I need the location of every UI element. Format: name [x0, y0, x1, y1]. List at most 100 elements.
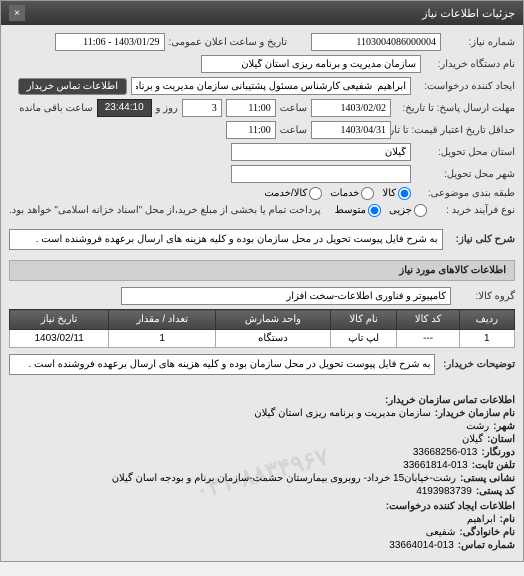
delivery-province-field: [231, 143, 411, 161]
row-category: طبقه بندی موضوعی: کالا خدمات کالا/خدمت: [9, 187, 515, 200]
contact-city: رشت: [466, 421, 489, 432]
contact-province: گیلان: [462, 434, 483, 445]
response-date-field: [311, 99, 391, 117]
contact-org-row: نام سازمان خریدار: سازمان مدیریت و برنام…: [9, 408, 515, 419]
radio-small-label: جزیی: [389, 205, 412, 216]
validity-time-field: [226, 121, 276, 139]
radio-kala[interactable]: کالا: [382, 187, 411, 200]
contact-cphone: 33664014-013: [389, 540, 454, 551]
radio-khadamat-label: خدمات: [330, 188, 359, 199]
row-description: شرح کلی نیاز: به شرح فایل پیوست تحویل در…: [9, 229, 515, 250]
time-remain-label: ساعت باقی مانده: [19, 103, 92, 114]
radio-kala-input[interactable]: [398, 187, 411, 200]
contact-address-label: نشانی پستی:: [460, 473, 515, 484]
buyer-notes-label: توضیحات خریدار:: [439, 359, 515, 370]
radio-medium[interactable]: متوسط: [335, 204, 381, 217]
contact-fax-label: دورنگار:: [481, 447, 515, 458]
radio-small[interactable]: جزیی: [389, 204, 427, 217]
category-radio-group: کالا خدمات کالا/خدمت: [264, 187, 411, 200]
request-num-label: شماره نیاز:: [445, 37, 515, 48]
row-delivery-province: استان محل تحویل:: [9, 143, 515, 161]
goods-group-label: گروه کالا:: [455, 291, 515, 302]
goods-group-field: [121, 287, 451, 305]
th-row: ردیف: [459, 310, 514, 330]
row-response-deadline: مهلت ارسال پاسخ: تا تاریخ: ساعت روز و 23…: [9, 99, 515, 117]
contact-address-row: نشانی پستی: رشت-خیابان15 خرداد- روبروی ب…: [9, 473, 515, 484]
row-creator: ایجاد کننده درخواست: اطلاعات تماس خریدار: [9, 77, 515, 95]
time-remaining-field: 23:44:10: [97, 99, 152, 117]
row-delivery-city: شهر محل تحویل:: [9, 165, 515, 183]
radio-medium-input[interactable]: [368, 204, 381, 217]
panel-body: شماره نیاز: تاریخ و ساعت اعلان عمومی: نا…: [1, 25, 523, 387]
row-goods-group: گروه کالا:: [9, 287, 515, 305]
contact-phone: 33661814-013: [403, 460, 468, 471]
contact-province-row: استان: گیلان: [9, 434, 515, 445]
contact-fname-row: نام: ابراهیم: [9, 514, 515, 525]
td-qty: 1: [109, 330, 216, 348]
process-note: پرداخت تمام یا بخشی از مبلغ خرید،از محل …: [9, 205, 321, 216]
contact-org-label: نام سازمان خریدار:: [435, 408, 515, 419]
contact-header-row: اطلاعات تماس سازمان خریدار:: [9, 395, 515, 406]
th-qty: تعداد / مقدار: [109, 310, 216, 330]
main-panel: جزئیات اطلاعات نیاز × شماره نیاز: تاریخ …: [0, 0, 524, 562]
contact-postal-label: کد پستی:: [476, 486, 515, 497]
contact-city-label: شهر:: [493, 421, 515, 432]
row-request-num: شماره نیاز: تاریخ و ساعت اعلان عمومی:: [9, 33, 515, 51]
days-remaining-field: [182, 99, 222, 117]
radio-medium-label: متوسط: [335, 205, 366, 216]
creator-header: اطلاعات ایجاد کننده درخواست:: [386, 501, 515, 512]
radio-both[interactable]: کالا/خدمت: [264, 187, 322, 200]
buyer-notes-box: به شرح فایل پیوست تحویل در محل سازمان بو…: [9, 354, 435, 375]
close-button[interactable]: ×: [9, 5, 25, 21]
contact-fax-row: دورنگار: 33668256-013: [9, 447, 515, 458]
radio-small-input[interactable]: [414, 204, 427, 217]
td-code: ---: [397, 330, 459, 348]
description-box: به شرح فایل پیوست تحویل در محل سازمان بو…: [9, 229, 443, 250]
process-type-label: نوع فرآیند خرید :: [431, 205, 515, 216]
panel-title: جزئیات اطلاعات نیاز: [422, 7, 515, 20]
th-name: نام کالا: [330, 310, 397, 330]
time-label-2: ساعت: [280, 125, 307, 136]
contact-city-row: شهر: رشت: [9, 421, 515, 432]
panel-header: جزئیات اطلاعات نیاز ×: [1, 1, 523, 25]
td-date: 1403/02/11: [10, 330, 109, 348]
contact-postal-row: کد پستی: 4193983739: [9, 486, 515, 497]
row-process-type: نوع فرآیند خرید : جزیی متوسط پرداخت تمام…: [9, 204, 515, 217]
time-label-1: ساعت: [280, 103, 307, 114]
table-row[interactable]: 1 --- لپ تاپ دستگاه 1 1403/02/11: [10, 330, 515, 348]
contact-fax: 33668256-013: [413, 447, 478, 458]
category-label: طبقه بندی موضوعی:: [415, 188, 515, 199]
response-deadline-label: مهلت ارسال پاسخ: تا تاریخ:: [395, 103, 515, 114]
radio-kala-label: کالا: [382, 188, 396, 199]
contact-info-button[interactable]: اطلاعات تماس خریدار: [18, 78, 127, 95]
contact-lname-label: نام خانوادگی:: [459, 527, 515, 538]
contact-province-label: استان:: [487, 434, 515, 445]
td-unit: دستگاه: [216, 330, 331, 348]
th-date: تاریخ نیاز: [10, 310, 109, 330]
contact-cphone-row: شماره تماس: 33664014-013: [9, 540, 515, 551]
contact-header: اطلاعات تماس سازمان خریدار:: [385, 395, 515, 406]
goods-section-header: اطلاعات کالاهای مورد نیاز: [9, 260, 515, 281]
validity-date-field: [311, 121, 391, 139]
row-buyer-notes: توضیحات خریدار: به شرح فایل پیوست تحویل …: [9, 354, 515, 375]
contact-address: رشت-خیابان15 خرداد- روبروی بیمارستان حشم…: [112, 473, 456, 484]
row-buyer: نام دستگاه خریدار:: [9, 55, 515, 73]
contact-org: سازمان مدیریت و برنامه ریزی استان گیلان: [254, 408, 430, 419]
goods-table: ردیف کد کالا نام کالا واحد شمارش تعداد /…: [9, 309, 515, 348]
validity-label: حداقل تاریخ اعتبار قیمت: تا تاریخ:: [395, 125, 515, 136]
contact-fname-label: نام:: [500, 514, 515, 525]
contact-phone-label: تلفن ثابت:: [472, 460, 515, 471]
td-name: لپ تاپ: [330, 330, 397, 348]
request-num-field: [311, 33, 441, 51]
table-header-row: ردیف کد کالا نام کالا واحد شمارش تعداد /…: [10, 310, 515, 330]
radio-khadamat-input[interactable]: [361, 187, 374, 200]
radio-khadamat[interactable]: خدمات: [330, 187, 374, 200]
buyer-label: نام دستگاه خریدار:: [425, 59, 515, 70]
contact-phone-row: تلفن ثابت: 33661814-013: [9, 460, 515, 471]
delivery-province-label: استان محل تحویل:: [415, 147, 515, 158]
radio-both-input[interactable]: [309, 187, 322, 200]
delivery-city-field: [231, 165, 411, 183]
td-row: 1: [459, 330, 514, 348]
delivery-city-label: شهر محل تحویل:: [415, 169, 515, 180]
contact-postal: 4193983739: [416, 486, 472, 497]
